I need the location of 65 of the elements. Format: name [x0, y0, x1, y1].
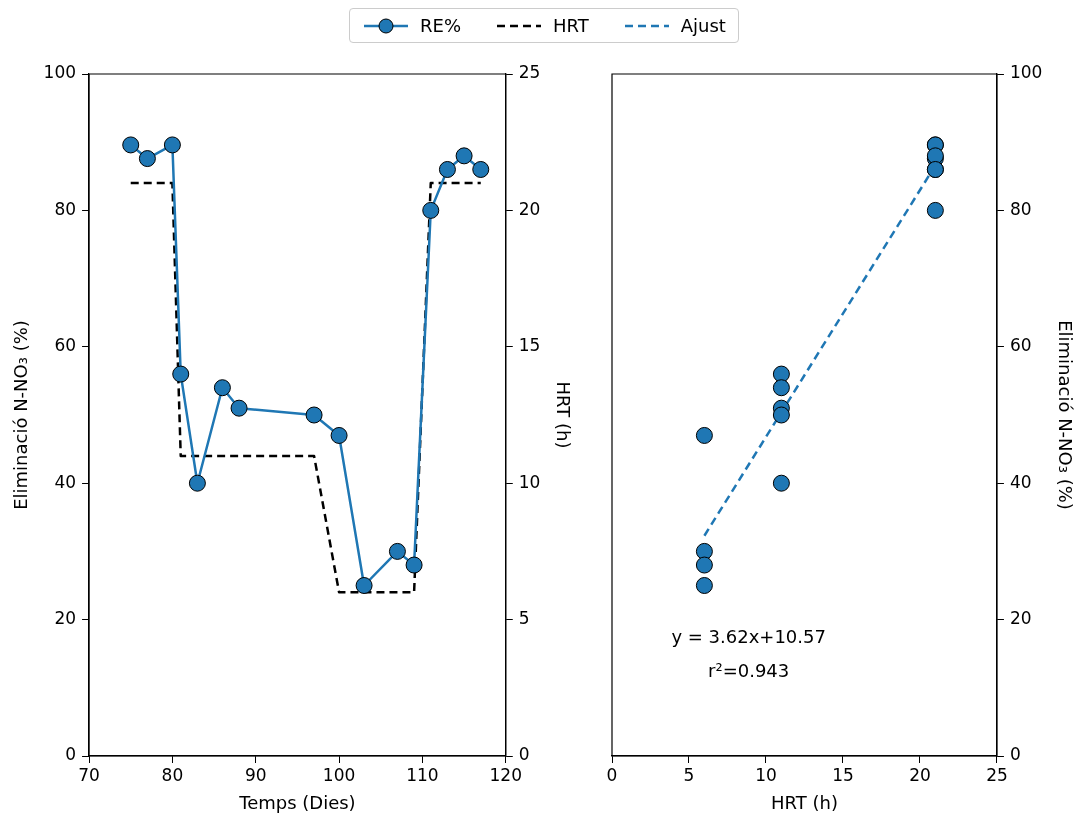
x-tick-label: 10: [755, 764, 777, 785]
y-tick-label: 0: [65, 744, 77, 765]
point: [172, 365, 190, 383]
y-tick-label: 100: [43, 62, 77, 83]
legend-label: RE%: [420, 15, 462, 36]
y2-tick-label: 40: [1009, 471, 1032, 492]
y2-tick-label: 80: [1009, 198, 1032, 219]
point: [188, 474, 206, 492]
y2-tick-label: 100: [1009, 62, 1043, 83]
y2-tick-label: 5: [518, 608, 530, 629]
point: [138, 150, 156, 168]
point: [772, 474, 790, 492]
x-tick-label: 110: [406, 764, 439, 785]
x-tick-label: 100: [322, 764, 356, 785]
point: [695, 577, 713, 594]
point: [695, 426, 713, 444]
x-tick-label: 70: [78, 764, 100, 785]
y-axis-title: Eliminació N-NO₃ (%): [10, 320, 32, 510]
point: [772, 379, 790, 397]
y2-tick-label: 60: [1009, 335, 1032, 356]
point: [438, 160, 456, 178]
point: [472, 160, 490, 178]
point: [695, 556, 713, 574]
point: [330, 426, 348, 444]
x-tick-label: 15: [832, 764, 854, 785]
x-tick-label: 0: [606, 764, 618, 785]
y2-tick-label: 20: [1009, 608, 1032, 629]
x-axis-title: HRT (h): [771, 791, 838, 813]
y2-tick-label: 25: [518, 62, 541, 83]
x-tick-label: 80: [161, 764, 184, 785]
point: [305, 406, 323, 424]
annotation: y = 3.62x+10.57: [671, 625, 826, 647]
y2-tick-label: 0: [1009, 744, 1021, 765]
y2-tick-label: 20: [518, 198, 541, 219]
point: [163, 136, 181, 154]
x-tick-label: 90: [244, 764, 267, 785]
y-tick-label: 60: [54, 335, 77, 356]
x-axis-title: Temps (Dies): [238, 791, 356, 813]
point: [355, 577, 373, 594]
legend-label: HRT: [553, 15, 589, 36]
point: [772, 365, 790, 383]
point: [213, 379, 231, 397]
text: Ajust: [680, 15, 726, 36]
point: [230, 399, 248, 417]
x-tick-label: 20: [909, 764, 931, 785]
annotation: r²=0.943: [708, 659, 790, 681]
y2-axis-title: Eliminació N-NO₃ (%): [1054, 320, 1076, 510]
y2-tick-label: 15: [518, 335, 541, 356]
y2-axis-title: HRT (h): [552, 381, 574, 449]
x-tick-label: 120: [489, 764, 522, 785]
x-tick-label: 5: [683, 764, 695, 785]
point: [388, 542, 406, 560]
point: [926, 201, 944, 219]
point: [772, 406, 790, 424]
point: [422, 201, 440, 219]
x-tick-label: 25: [986, 764, 1008, 785]
y-tick-label: 20: [54, 608, 77, 629]
y2-tick-label: 0: [518, 744, 530, 765]
y-tick-label: 80: [54, 198, 77, 219]
y-tick-label: 40: [54, 471, 77, 492]
point: [405, 556, 423, 574]
point: [455, 147, 473, 165]
y2-tick-label: 10: [518, 471, 541, 492]
point: [122, 136, 140, 154]
point: [695, 542, 713, 560]
